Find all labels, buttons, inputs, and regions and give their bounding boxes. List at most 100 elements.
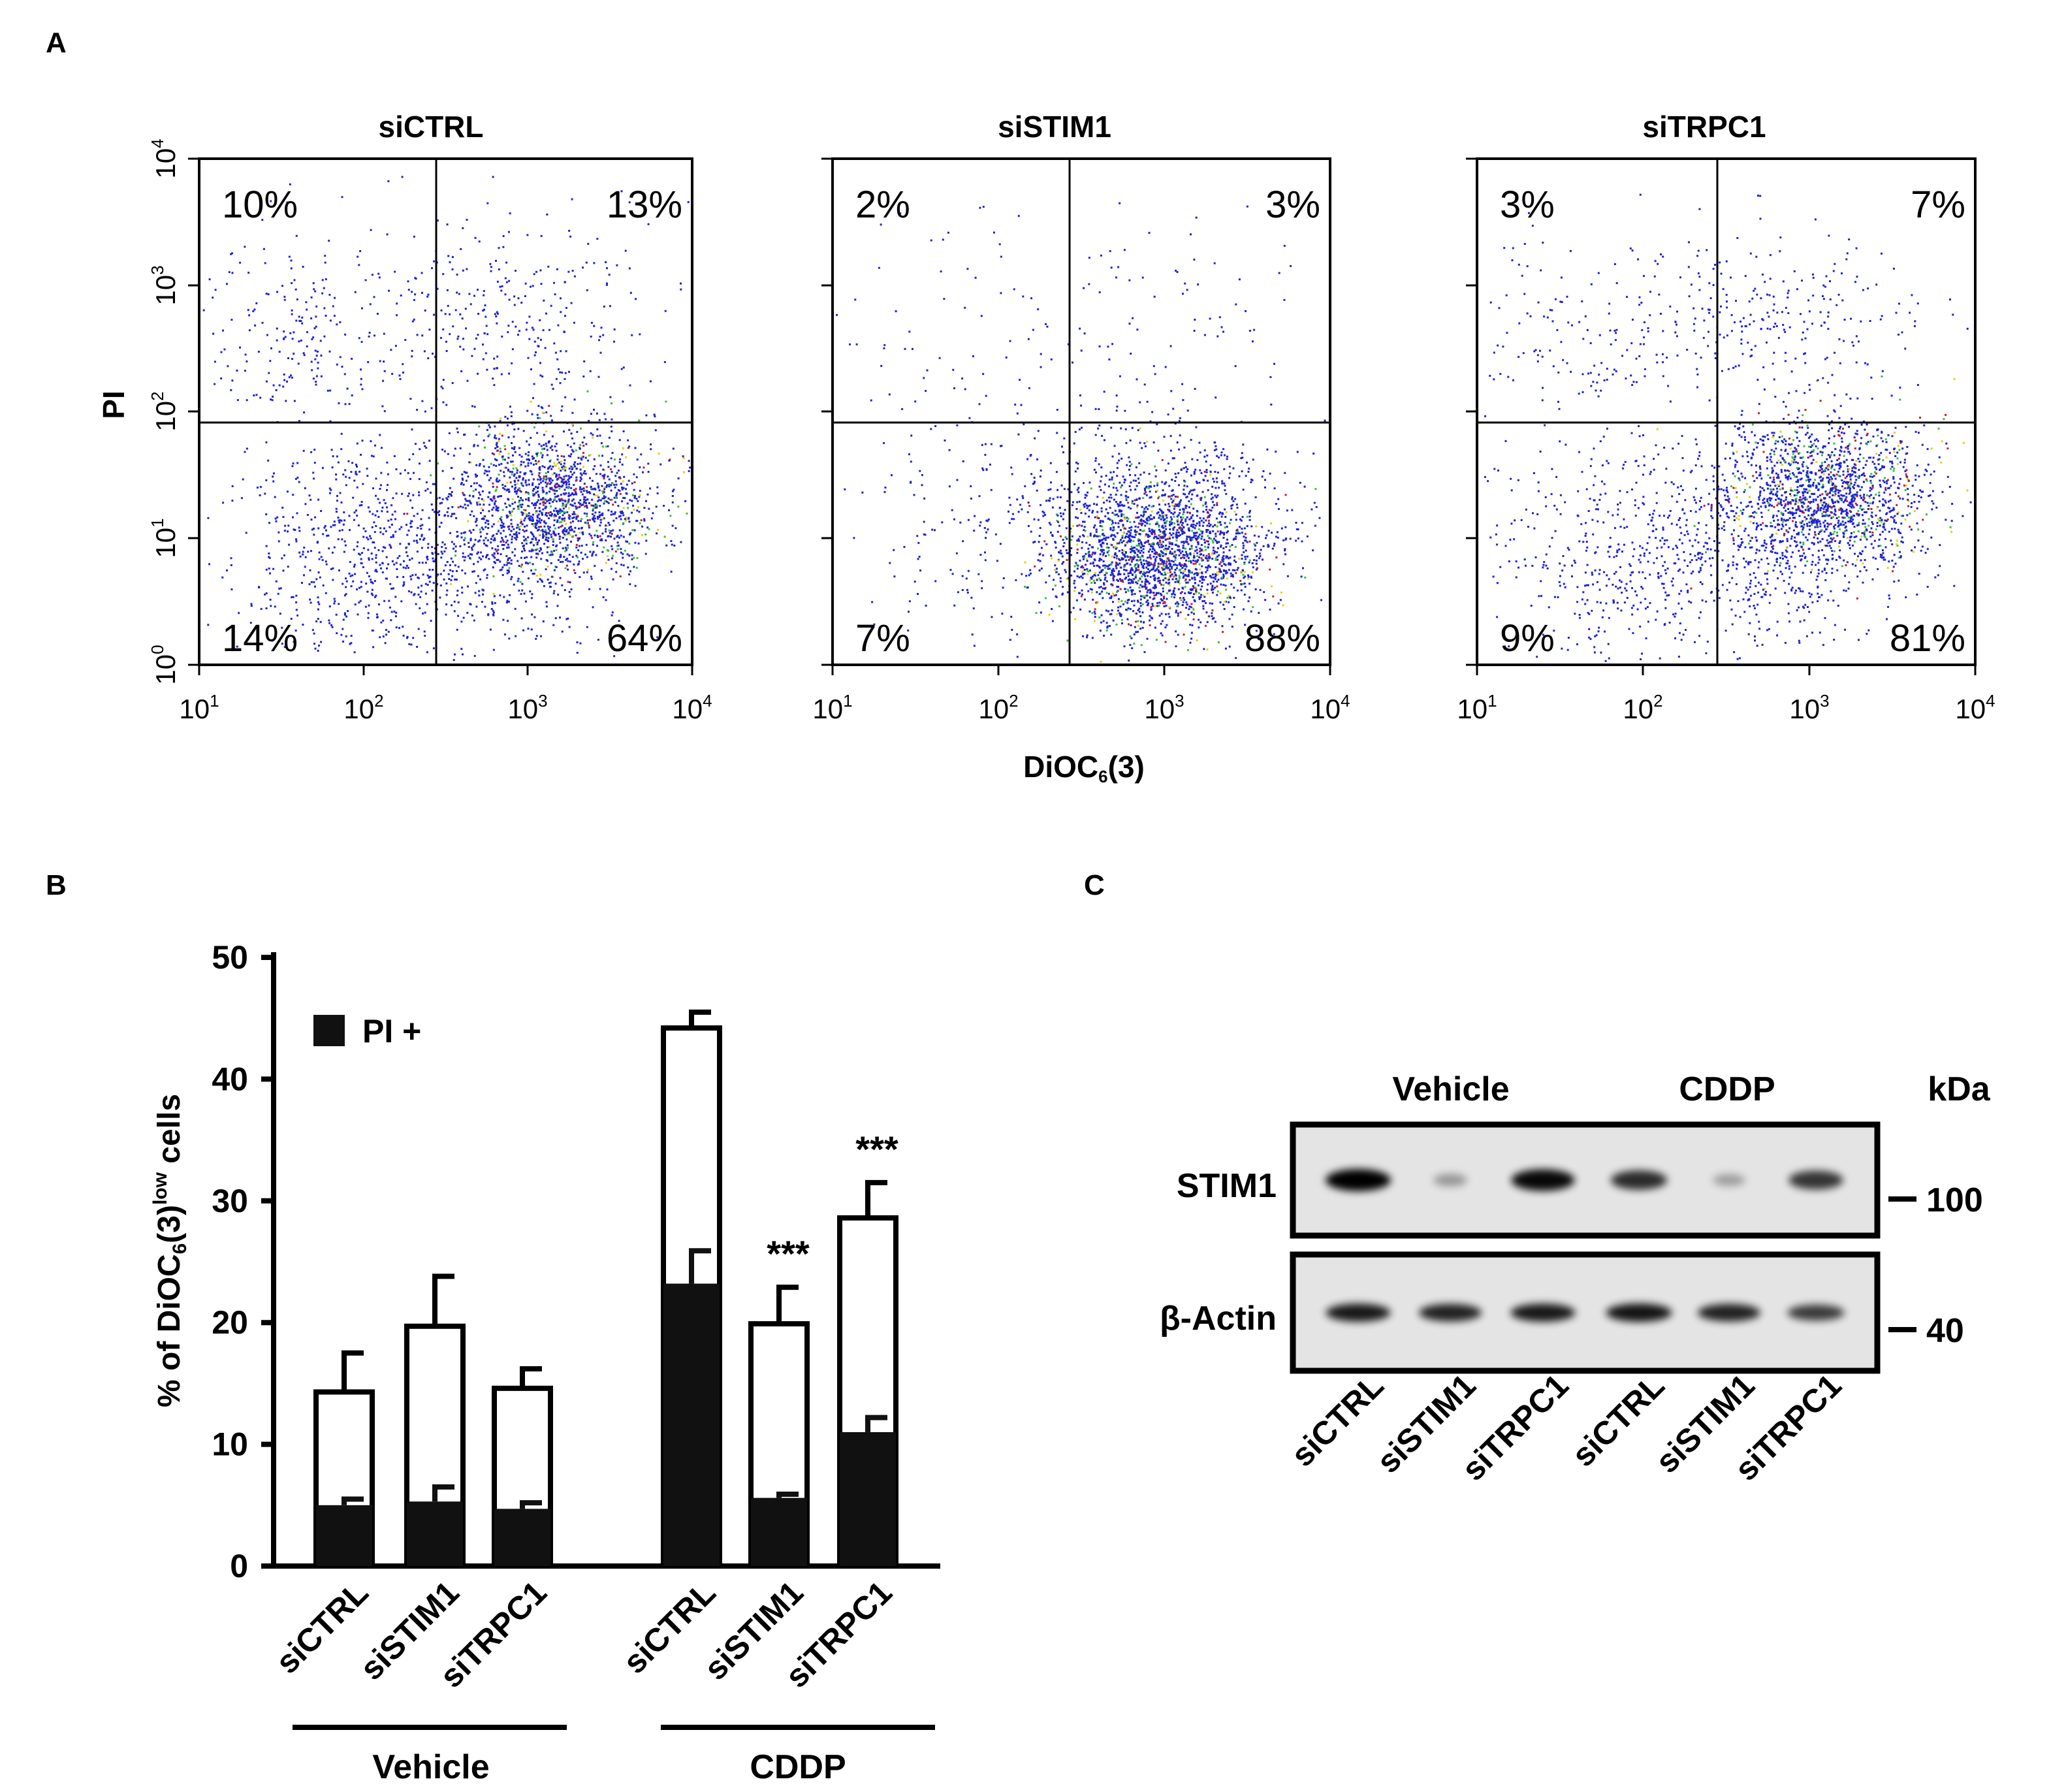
scatter-point	[496, 558, 498, 561]
scatter-point	[485, 556, 487, 558]
scatter-point	[596, 238, 599, 240]
scatter-point	[1211, 539, 1214, 542]
scatter-point	[430, 620, 432, 622]
scatter-point	[1191, 624, 1194, 626]
scatter-point	[268, 568, 270, 570]
scatter-point	[583, 470, 586, 472]
scatter-point	[429, 575, 432, 578]
scatter-point	[558, 467, 560, 470]
scatter-point	[379, 502, 381, 504]
scatter-point	[454, 564, 456, 567]
scatter-point	[1141, 585, 1144, 588]
scatter-point	[298, 526, 300, 529]
scatter-point	[291, 313, 293, 315]
scatter-point	[511, 485, 513, 488]
scatter-point	[471, 510, 473, 513]
scatter-point	[1084, 530, 1087, 532]
scatter-point	[361, 440, 364, 442]
scatter-point	[1181, 541, 1183, 543]
scatter-point	[379, 564, 381, 566]
scatter-point	[1098, 558, 1101, 560]
scatter-point	[462, 348, 465, 351]
scatter-point	[617, 489, 620, 491]
scatter-point	[1185, 607, 1187, 609]
scatter-point	[383, 499, 385, 502]
scatter-point	[1137, 564, 1139, 567]
scatter-point	[484, 470, 486, 472]
scatter-point	[560, 350, 562, 353]
scatter-point	[420, 590, 422, 593]
scatter-point	[1190, 547, 1193, 550]
scatter-point	[569, 596, 571, 598]
scatter-point	[1201, 600, 1204, 603]
scatter-point	[541, 513, 543, 516]
scatter-point	[1066, 577, 1068, 580]
scatter-point	[518, 454, 521, 456]
scatter-point	[506, 572, 509, 575]
scatter-point	[468, 293, 471, 295]
scatter-point	[1162, 511, 1164, 514]
scatter-point	[1144, 583, 1147, 586]
scatter-point	[276, 327, 278, 330]
scatter-point	[582, 266, 584, 269]
scatter-point	[1111, 522, 1114, 524]
scatter-point	[1168, 584, 1171, 586]
scatter-point	[498, 473, 500, 476]
scatter-point	[1230, 505, 1233, 507]
scatter-point	[488, 466, 490, 468]
scatter-point	[1206, 592, 1209, 595]
scatter-point	[345, 475, 347, 478]
scatter-point	[599, 464, 602, 467]
scatter-point	[510, 514, 513, 517]
scatter-point	[1055, 568, 1058, 570]
scatter-point	[236, 399, 239, 402]
scatter-point	[1173, 587, 1176, 590]
scatter-point	[1193, 593, 1195, 596]
scatter-point	[1143, 571, 1145, 573]
scatter-point	[579, 479, 582, 482]
scatter-point	[530, 556, 533, 558]
scatter-point	[1179, 611, 1182, 614]
scatter-point	[560, 526, 562, 528]
scatter-point	[353, 519, 355, 521]
scatter-point	[656, 492, 659, 494]
scatter-point	[1159, 530, 1162, 533]
scatter-point	[412, 494, 415, 496]
scatter-point	[1222, 448, 1225, 451]
scatter-point	[1176, 564, 1179, 567]
scatter-point	[259, 396, 262, 399]
scatter-point	[585, 543, 588, 546]
scatter-point	[499, 569, 501, 571]
scatter-point	[1104, 537, 1107, 540]
scatter-point	[539, 417, 541, 419]
scatter-point	[416, 513, 419, 515]
scatter-point	[353, 651, 356, 654]
scatter-point	[592, 543, 594, 546]
scatter-point	[382, 379, 385, 382]
scatter-point	[303, 354, 306, 357]
scatter-point	[1182, 556, 1184, 558]
scatter-point	[1117, 573, 1119, 576]
scatter-point	[560, 536, 562, 539]
scatter-point	[383, 600, 386, 602]
scatter-point	[1146, 591, 1149, 594]
scatter-point	[1095, 535, 1098, 537]
scatter-point	[496, 477, 498, 480]
scatter-point	[1179, 592, 1182, 594]
scatter-point	[1103, 582, 1105, 584]
scatter-point	[545, 485, 548, 488]
scatter-point	[545, 568, 547, 571]
scatter-point	[320, 375, 323, 377]
scatter-point	[503, 445, 506, 447]
scatter-point	[283, 338, 285, 340]
scatter-point	[375, 477, 377, 480]
scatter-point	[373, 541, 375, 544]
scatter-point	[1240, 589, 1243, 592]
scatter-point	[621, 500, 624, 503]
scatter-point	[624, 497, 626, 500]
scatter-point	[570, 526, 572, 528]
scatter-point	[1087, 552, 1090, 554]
scatter-point	[1145, 534, 1147, 537]
scatter-point	[416, 534, 418, 537]
scatter-point	[1100, 621, 1102, 624]
